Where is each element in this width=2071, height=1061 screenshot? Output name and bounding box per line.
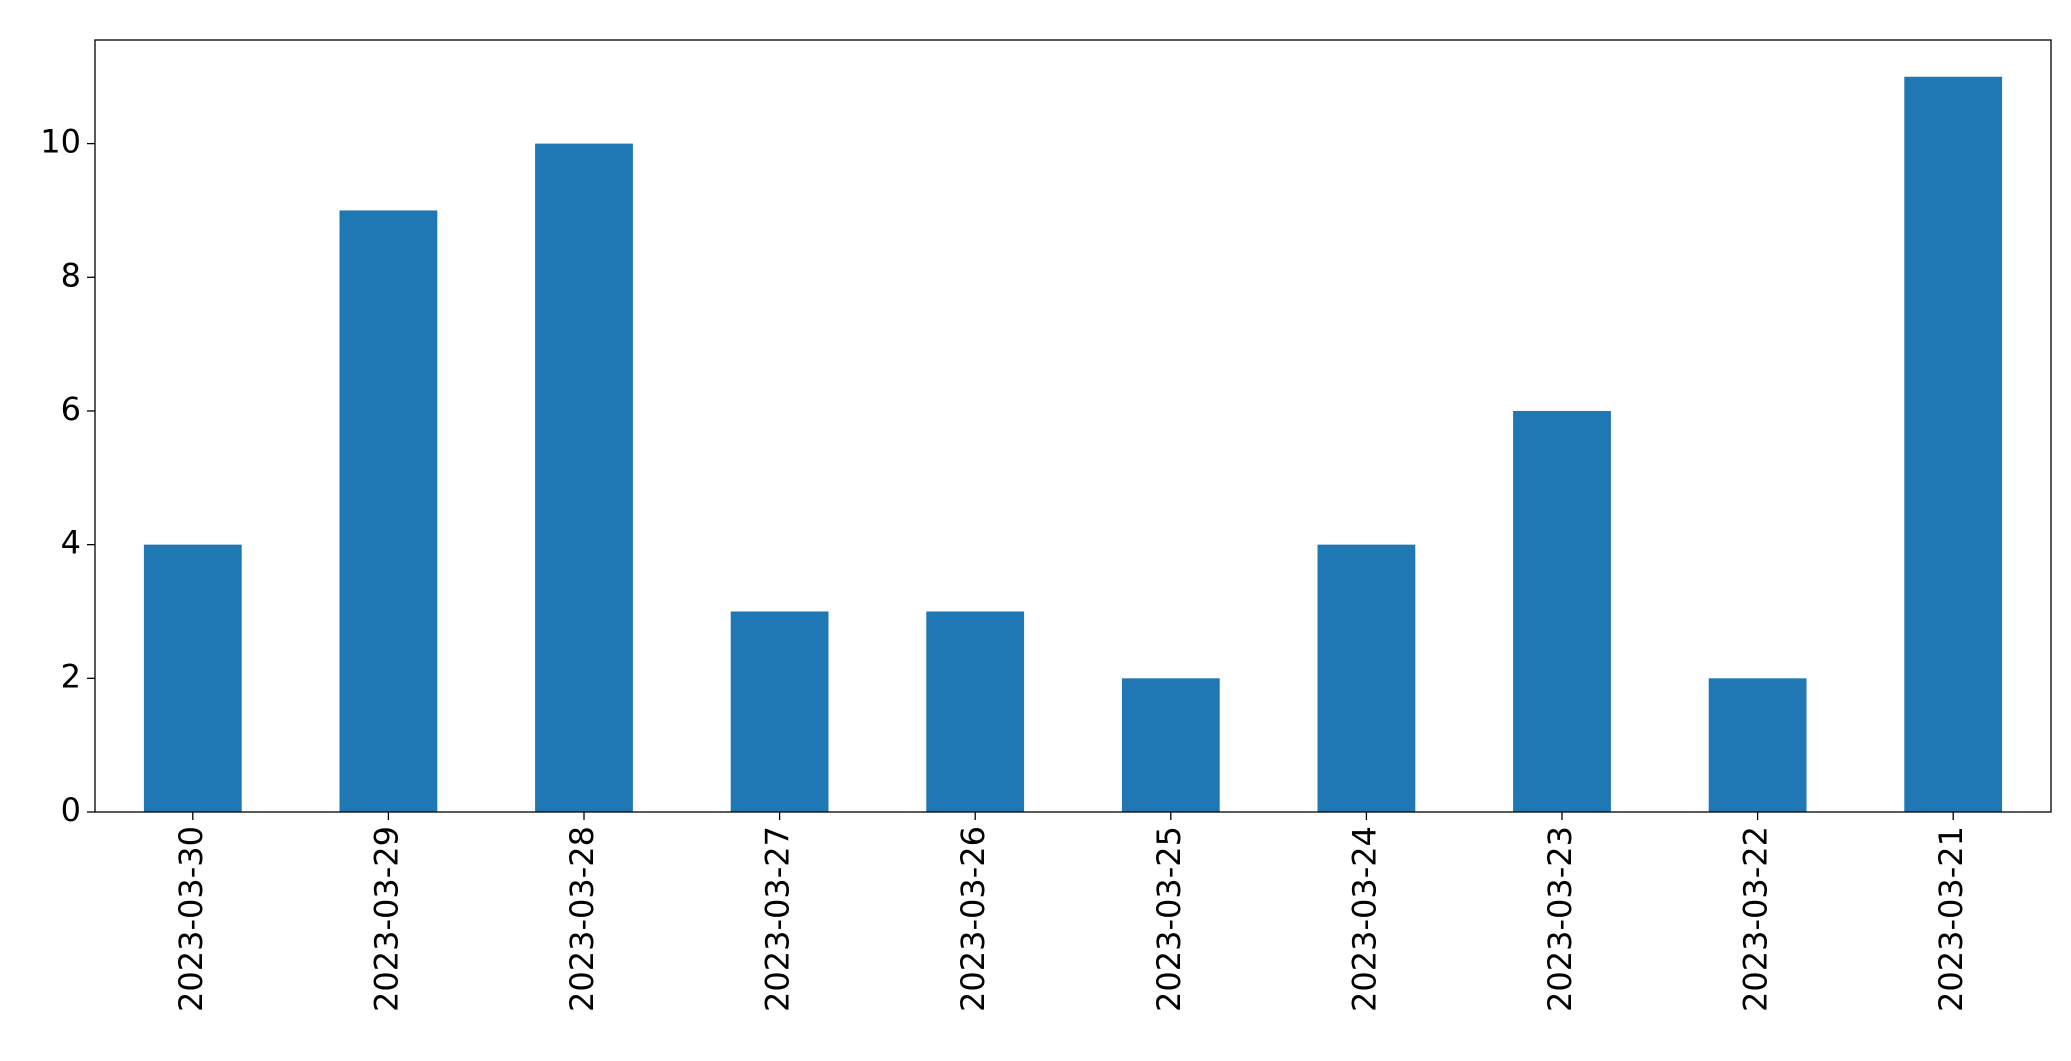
x-tick-label: 2023-03-26 bbox=[954, 826, 992, 1012]
x-tick-label: 2023-03-29 bbox=[367, 826, 405, 1012]
axes-frame bbox=[94, 39, 2052, 813]
y-tick-label: 2 bbox=[61, 657, 81, 695]
bar bbox=[730, 611, 829, 812]
x-tick-label: 2023-03-21 bbox=[1932, 826, 1970, 1012]
bar bbox=[1708, 678, 1807, 812]
y-tick-label: 0 bbox=[61, 791, 81, 829]
bar bbox=[1513, 410, 1611, 812]
y-tick-label: 4 bbox=[61, 524, 81, 562]
x-tick-label: 2023-03-22 bbox=[1737, 826, 1775, 1012]
bar bbox=[926, 611, 1025, 812]
y-tick-label: 10 bbox=[40, 123, 81, 161]
x-tick-label: 2023-03-24 bbox=[1345, 826, 1383, 1012]
bar bbox=[1317, 544, 1416, 812]
bar bbox=[1904, 76, 2003, 812]
x-tick-label: 2023-03-30 bbox=[172, 826, 210, 1012]
y-tick-label: 8 bbox=[61, 256, 81, 294]
x-tick-label: 2023-03-25 bbox=[1150, 826, 1188, 1012]
bar bbox=[143, 544, 242, 812]
y-tick-label: 6 bbox=[61, 390, 81, 428]
x-tick-label: 2023-03-27 bbox=[759, 826, 797, 1012]
bar bbox=[339, 210, 438, 813]
x-tick-label: 2023-03-28 bbox=[563, 826, 601, 1012]
x-tick-label: 2023-03-23 bbox=[1541, 826, 1579, 1012]
bar bbox=[535, 143, 633, 812]
bar bbox=[1121, 678, 1220, 812]
